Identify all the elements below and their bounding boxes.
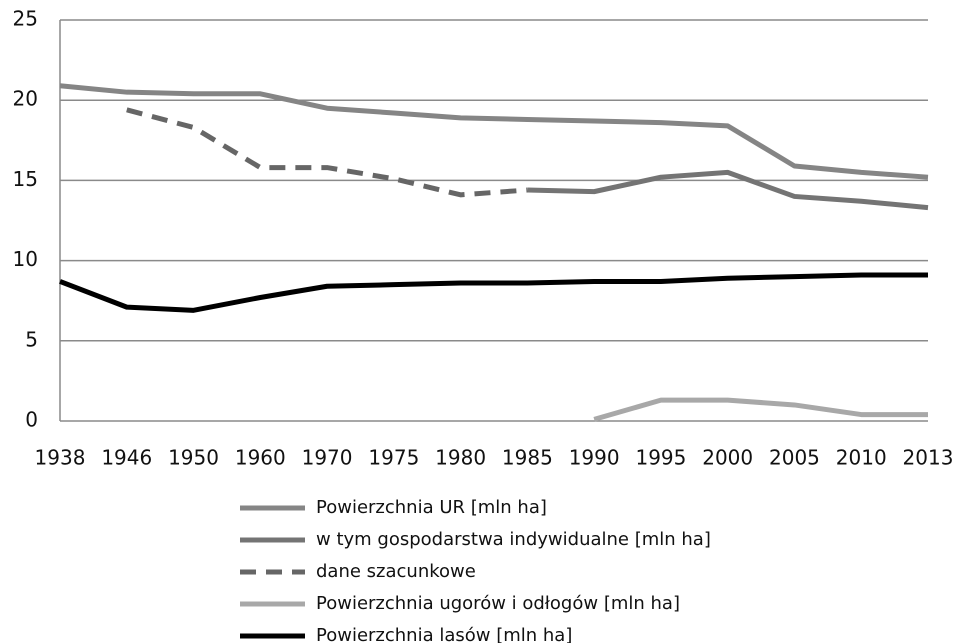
legend-label: Powierzchnia ugorów i odłogów [mln ha] xyxy=(316,593,680,614)
series-line xyxy=(59,83,929,180)
x-tick-label: 1980 xyxy=(435,446,486,470)
x-tick-label: 1946 xyxy=(101,446,152,470)
y-tick-label: 20 xyxy=(13,87,38,111)
y-tick-label: 25 xyxy=(13,7,38,31)
x-tick-label: 1995 xyxy=(635,446,686,470)
x-tick-label: 1990 xyxy=(569,446,620,470)
x-tick-label: 1938 xyxy=(35,446,86,470)
legend-label: w tym gospodarstwa indywidualne [mln ha] xyxy=(316,529,711,550)
series-line xyxy=(126,107,528,198)
x-tick-label: 1985 xyxy=(502,446,553,470)
y-tick-label: 10 xyxy=(13,247,38,271)
series-line xyxy=(59,272,928,313)
y-tick-label: 0 xyxy=(25,408,38,432)
x-tick-label: 1950 xyxy=(168,446,219,470)
legend-label: Powierzchnia UR [mln ha] xyxy=(316,497,547,518)
x-tick-label: 2013 xyxy=(903,446,954,470)
legend-label: Powierzchnia lasów [mln ha] xyxy=(316,625,572,643)
y-tick-label: 15 xyxy=(13,167,38,191)
x-tick-label: 1960 xyxy=(235,446,286,470)
x-tick-label: 1975 xyxy=(368,446,419,470)
x-tick-label: 2005 xyxy=(769,446,820,470)
series-line xyxy=(593,397,928,422)
x-tick-label: 2010 xyxy=(836,446,887,470)
x-tick-label: 2000 xyxy=(702,446,753,470)
x-tick-label: 1970 xyxy=(302,446,353,470)
y-tick-label: 5 xyxy=(25,327,38,351)
series-line xyxy=(527,169,929,211)
legend-label: dane szacunkowe xyxy=(316,561,476,582)
